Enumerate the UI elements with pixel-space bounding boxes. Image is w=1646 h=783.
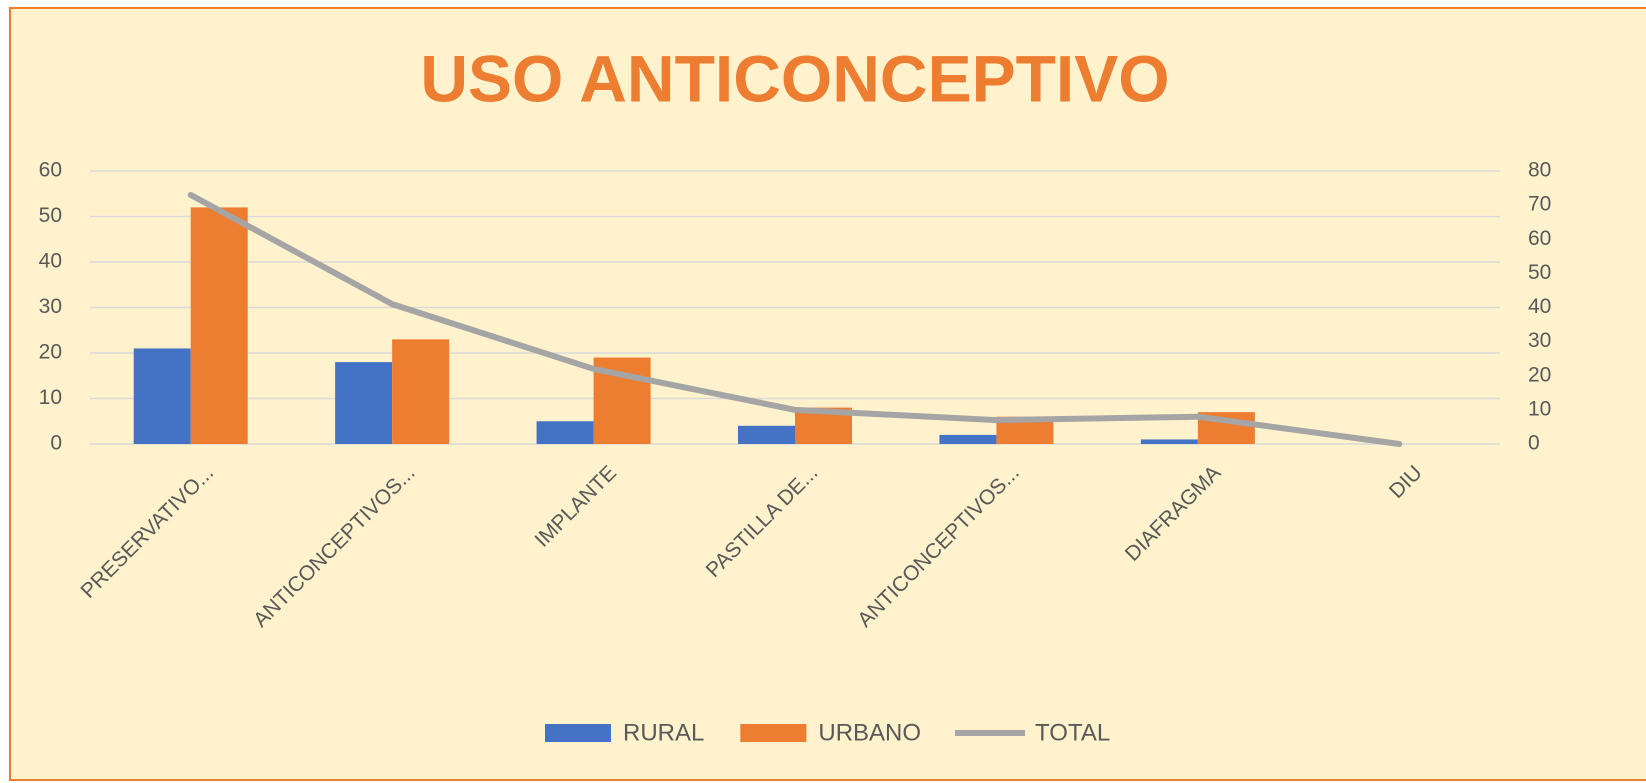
y-tick-label: 40 [39, 250, 62, 273]
bar [335, 362, 393, 444]
y-tick-label: 0 [50, 432, 62, 455]
y-tick-label: 50 [39, 204, 62, 227]
y2-tick-label: 20 [1528, 363, 1551, 386]
y2-tick-label: 30 [1528, 329, 1551, 352]
y-tick-label: 60 [39, 159, 62, 182]
bar [392, 339, 450, 444]
y-tick-label: 30 [39, 295, 62, 318]
y2-tick-label: 40 [1528, 295, 1551, 318]
bar [133, 348, 191, 444]
line-series [187, 191, 1403, 447]
y2-tick-label: 0 [1528, 432, 1540, 455]
legend-swatch [545, 724, 611, 742]
legend-swatch [740, 724, 807, 742]
y2-tick-label: 60 [1528, 227, 1551, 250]
y-tick-label: 10 [39, 386, 62, 409]
legend-label: RURAL [623, 719, 704, 746]
y-tick-label: 20 [39, 341, 62, 364]
chart-background [9, 7, 1646, 781]
y2-tick-label: 80 [1528, 159, 1551, 182]
y2-tick-label: 70 [1528, 193, 1551, 216]
legend-label: URBANO [818, 719, 921, 746]
bar [536, 421, 594, 444]
y2-tick-label: 10 [1528, 397, 1551, 420]
y2-tick-label: 50 [1528, 261, 1551, 284]
chart-title: USO ANTICONCEPTIVO [420, 41, 1169, 115]
bar [190, 207, 248, 444]
legend-label: TOTAL [1035, 719, 1110, 746]
bar [939, 434, 997, 444]
bar [1140, 439, 1198, 444]
bar [738, 425, 795, 444]
